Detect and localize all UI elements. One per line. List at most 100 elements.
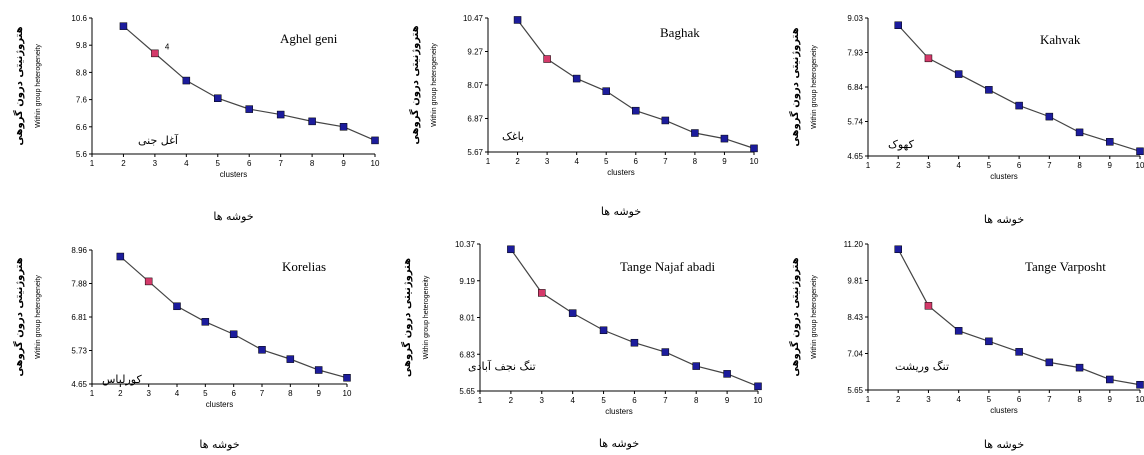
x-axis-label: clusters xyxy=(206,400,234,409)
x-tick-label: 2 xyxy=(118,389,123,398)
x-tick-label: 5 xyxy=(987,161,992,170)
y-tick-label: 7.93 xyxy=(847,49,863,58)
y-tick-label: 9.81 xyxy=(847,277,863,286)
x-tick-label: 9 xyxy=(341,159,346,168)
data-point xyxy=(691,129,699,137)
x-tick-label: 6 xyxy=(247,159,252,168)
chart-svg: 9.03 7.93 6.84 5.74 4.651 2 3 4 5 6 7 8 9 10 clusters ه… xyxy=(788,14,1144,181)
y-axis-label-fa: هتروژنیتی درون گروهی xyxy=(12,26,25,145)
x-tick-label: 5 xyxy=(601,396,606,405)
data-point xyxy=(308,117,316,126)
x-tick-label: 7 xyxy=(663,396,668,405)
x-axis-caption-fa: خوشه ها xyxy=(983,438,1025,451)
site-name-fa: کورلیاس xyxy=(102,373,142,386)
x-tick-label: 1 xyxy=(866,161,871,170)
series-line xyxy=(517,19,755,149)
y-tick-label: 6.6 xyxy=(76,123,88,132)
y-tick-label: 10.37 xyxy=(455,240,476,249)
data-point xyxy=(954,327,963,335)
y-axis-label-fa: هتروژنیتی درون گروهی xyxy=(788,27,801,146)
chart-title: Baghak xyxy=(660,25,700,40)
x-tick-label: 10 xyxy=(750,157,759,166)
y-tick-label: 5.65 xyxy=(459,387,475,396)
point-annotation: 4 xyxy=(165,42,170,51)
site-name-fa: باغک xyxy=(502,130,524,143)
x-tick-label: 2 xyxy=(509,396,514,405)
y-axis-label-en: Within group heterogeneity xyxy=(811,45,818,129)
data-point xyxy=(985,86,993,94)
chart-title: Kahvak xyxy=(1040,32,1081,47)
highlight-point xyxy=(151,49,159,58)
data-point xyxy=(182,76,191,85)
x-tick-label: 8 xyxy=(310,159,315,168)
data-point xyxy=(258,346,266,354)
x-axis-caption-fa: خوشه ها xyxy=(199,438,240,451)
x-tick-label: 10 xyxy=(754,396,763,405)
data-point xyxy=(720,134,729,143)
y-tick-label: 5.67 xyxy=(467,148,483,157)
x-tick-label: 4 xyxy=(570,396,575,405)
x-tick-label: 8 xyxy=(1077,161,1082,170)
chart-panel-aghel-geni: 10.6 9.8 8.8 7.6 6.6 5.6 1 2 3 4 5 6 7 8 9 10 clusters هت… xyxy=(0,0,380,230)
data-point xyxy=(1015,348,1023,356)
y-axis-label-en: Within group heterogeneity xyxy=(35,44,42,128)
y-tick-label: 8.43 xyxy=(847,313,863,322)
data-point xyxy=(661,116,670,125)
chart-title: Korelias xyxy=(282,259,326,274)
chart-title: Aghel geni xyxy=(280,31,338,46)
y-tick-label: 11.20 xyxy=(844,240,864,249)
x-tick-label: 9 xyxy=(316,389,321,398)
x-tick-label: 7 xyxy=(278,159,283,168)
y-tick-label: 9.19 xyxy=(459,277,475,286)
x-tick-label: 1 xyxy=(90,389,95,398)
x-tick-label: 9 xyxy=(725,396,730,405)
highlight-point xyxy=(543,55,551,63)
x-tick-label: 9 xyxy=(722,157,727,166)
x-tick-label: 2 xyxy=(515,157,520,166)
data-point xyxy=(201,318,210,326)
x-tick-label: 8 xyxy=(694,396,699,405)
chart-panel-tange-varposht: 11.20 9.81 8.43 7.04 5.65 1 2 3 4 5 6 7 8 9 10 clusters… xyxy=(760,230,1144,455)
x-tick-label: 3 xyxy=(540,396,545,405)
x-axis-label: clusters xyxy=(220,170,248,179)
data-point xyxy=(1015,101,1023,110)
y-tick-label: 10.47 xyxy=(463,14,484,23)
x-axis-label: clusters xyxy=(990,172,1018,181)
chart-title: Tange Najaf abadi xyxy=(620,259,715,274)
y-tick-label: 5.73 xyxy=(71,347,87,356)
data-point xyxy=(1106,375,1114,384)
x-tick-label: 4 xyxy=(175,389,180,398)
y-tick-label: 6.87 xyxy=(467,115,483,124)
y-axis-label-fa: هتروژنیتی درون گروهی xyxy=(12,257,25,376)
x-axis-label: clusters xyxy=(605,407,633,416)
x-tick-label: 2 xyxy=(121,159,126,168)
x-tick-label: 4 xyxy=(574,157,579,166)
data-point xyxy=(599,326,608,335)
x-tick-label: 1 xyxy=(866,395,871,404)
data-point xyxy=(229,330,238,339)
data-point xyxy=(572,74,581,83)
x-tick-label: 9 xyxy=(1108,161,1113,170)
x-axis-caption-fa: خوشه ها xyxy=(983,213,1025,226)
y-tick-label: 5.6 xyxy=(76,150,88,159)
y-axis-label-en: Within group heterogeneity xyxy=(423,275,430,359)
x-tick-label: 3 xyxy=(545,157,550,166)
data-point xyxy=(1045,358,1054,367)
data-point xyxy=(314,366,323,374)
data-point xyxy=(985,337,993,346)
site-name-fa: تنگ نجف آبادی xyxy=(468,359,536,373)
x-tick-label: 8 xyxy=(1077,395,1082,404)
data-point xyxy=(214,94,222,102)
data-point xyxy=(339,123,348,131)
y-tick-label: 7.6 xyxy=(76,96,88,105)
y-tick-label: 9.8 xyxy=(76,41,88,50)
data-point xyxy=(894,21,902,29)
y-tick-label: 8.07 xyxy=(467,81,483,90)
highlight-point xyxy=(144,277,153,286)
x-tick-label: 1 xyxy=(486,157,491,166)
data-point xyxy=(754,382,762,391)
data-point xyxy=(1136,380,1144,389)
x-tick-label: 4 xyxy=(956,395,961,404)
x-tick-label: 3 xyxy=(153,159,158,168)
chart-svg: 10.47 9.27 8.07 6.87 5.671 2 3 4 5 6 7 8 9 10 clusters… xyxy=(408,14,759,177)
